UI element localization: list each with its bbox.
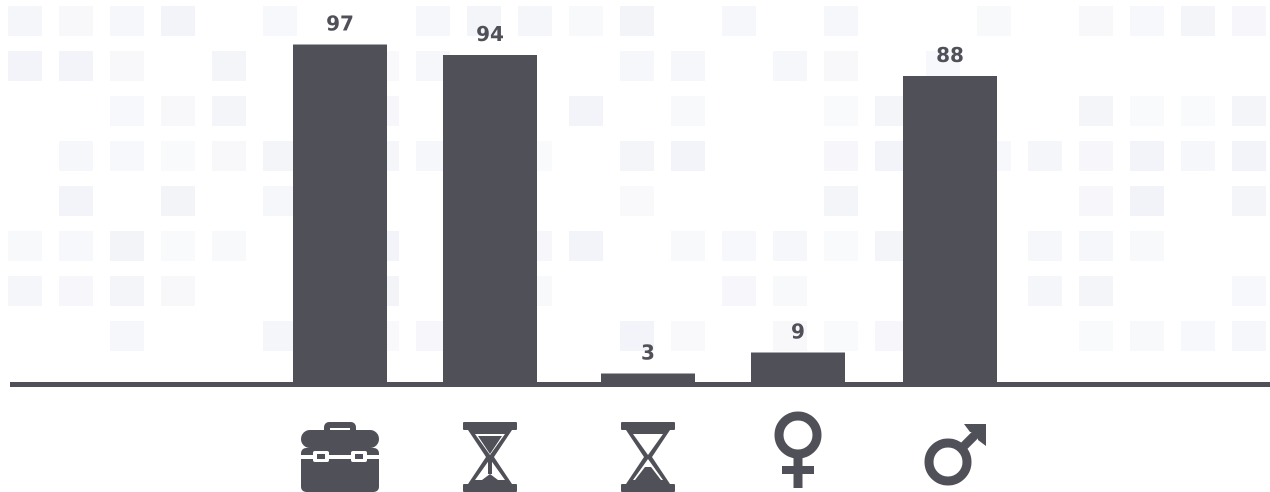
- data-labels-layer: 97 94 3 9 88: [326, 12, 964, 365]
- bar-hourglass-full-icon: [443, 55, 537, 384]
- bar-value-label-hourglass-empty-icon: 3: [641, 341, 655, 365]
- bar-value-label-male-symbol-icon: 88: [936, 43, 964, 67]
- bar-value-label-female-symbol-icon: 9: [791, 320, 805, 344]
- bar-hourglass-empty-icon: [601, 373, 695, 384]
- female-symbol-icon: [774, 411, 822, 488]
- bar-female-symbol-icon: [751, 352, 845, 384]
- hourglass-empty-icon: [621, 422, 675, 492]
- bar-briefcase-icon: [293, 44, 387, 384]
- bar-male-symbol-icon: [903, 76, 997, 384]
- male-symbol-icon: [924, 424, 986, 486]
- bar-value-label-hourglass-full-icon: 94: [476, 22, 504, 46]
- briefcase-icon: [301, 422, 379, 492]
- bar-value-label-briefcase-icon: 97: [326, 12, 354, 36]
- bars-layer: [293, 44, 997, 384]
- hourglass-full-icon: [463, 422, 517, 492]
- category-icons: [301, 411, 986, 492]
